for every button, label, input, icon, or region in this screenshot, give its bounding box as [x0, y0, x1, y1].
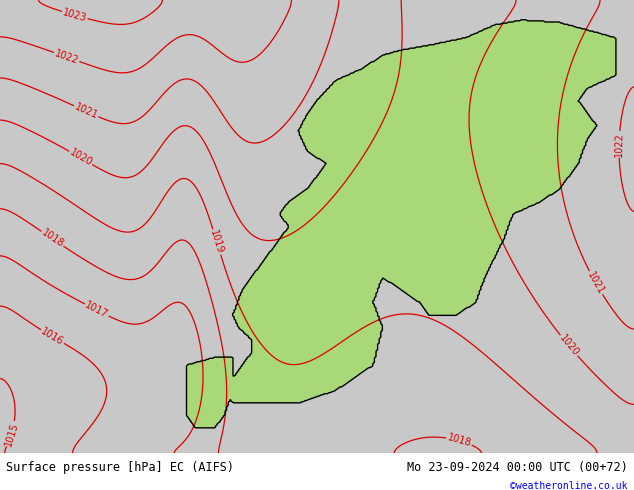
Text: 1022: 1022	[614, 132, 624, 157]
Text: 1021: 1021	[73, 102, 100, 121]
Text: Mo 23-09-2024 00:00 UTC (00+72): Mo 23-09-2024 00:00 UTC (00+72)	[407, 461, 628, 474]
Text: 1020: 1020	[557, 333, 581, 358]
Text: Surface pressure [hPa] EC (AIFS): Surface pressure [hPa] EC (AIFS)	[6, 461, 235, 474]
Text: 1018: 1018	[39, 228, 65, 250]
Text: 1015: 1015	[3, 421, 20, 447]
Text: 1018: 1018	[446, 433, 472, 449]
Text: 1017: 1017	[84, 300, 110, 320]
Text: 1023: 1023	[61, 7, 88, 24]
Text: ©weatheronline.co.uk: ©weatheronline.co.uk	[510, 481, 628, 490]
Text: 1019: 1019	[209, 229, 225, 255]
Text: 1020: 1020	[68, 147, 94, 169]
Text: 1021: 1021	[585, 270, 606, 296]
Text: 1022: 1022	[53, 48, 80, 66]
Text: 1016: 1016	[39, 326, 65, 347]
